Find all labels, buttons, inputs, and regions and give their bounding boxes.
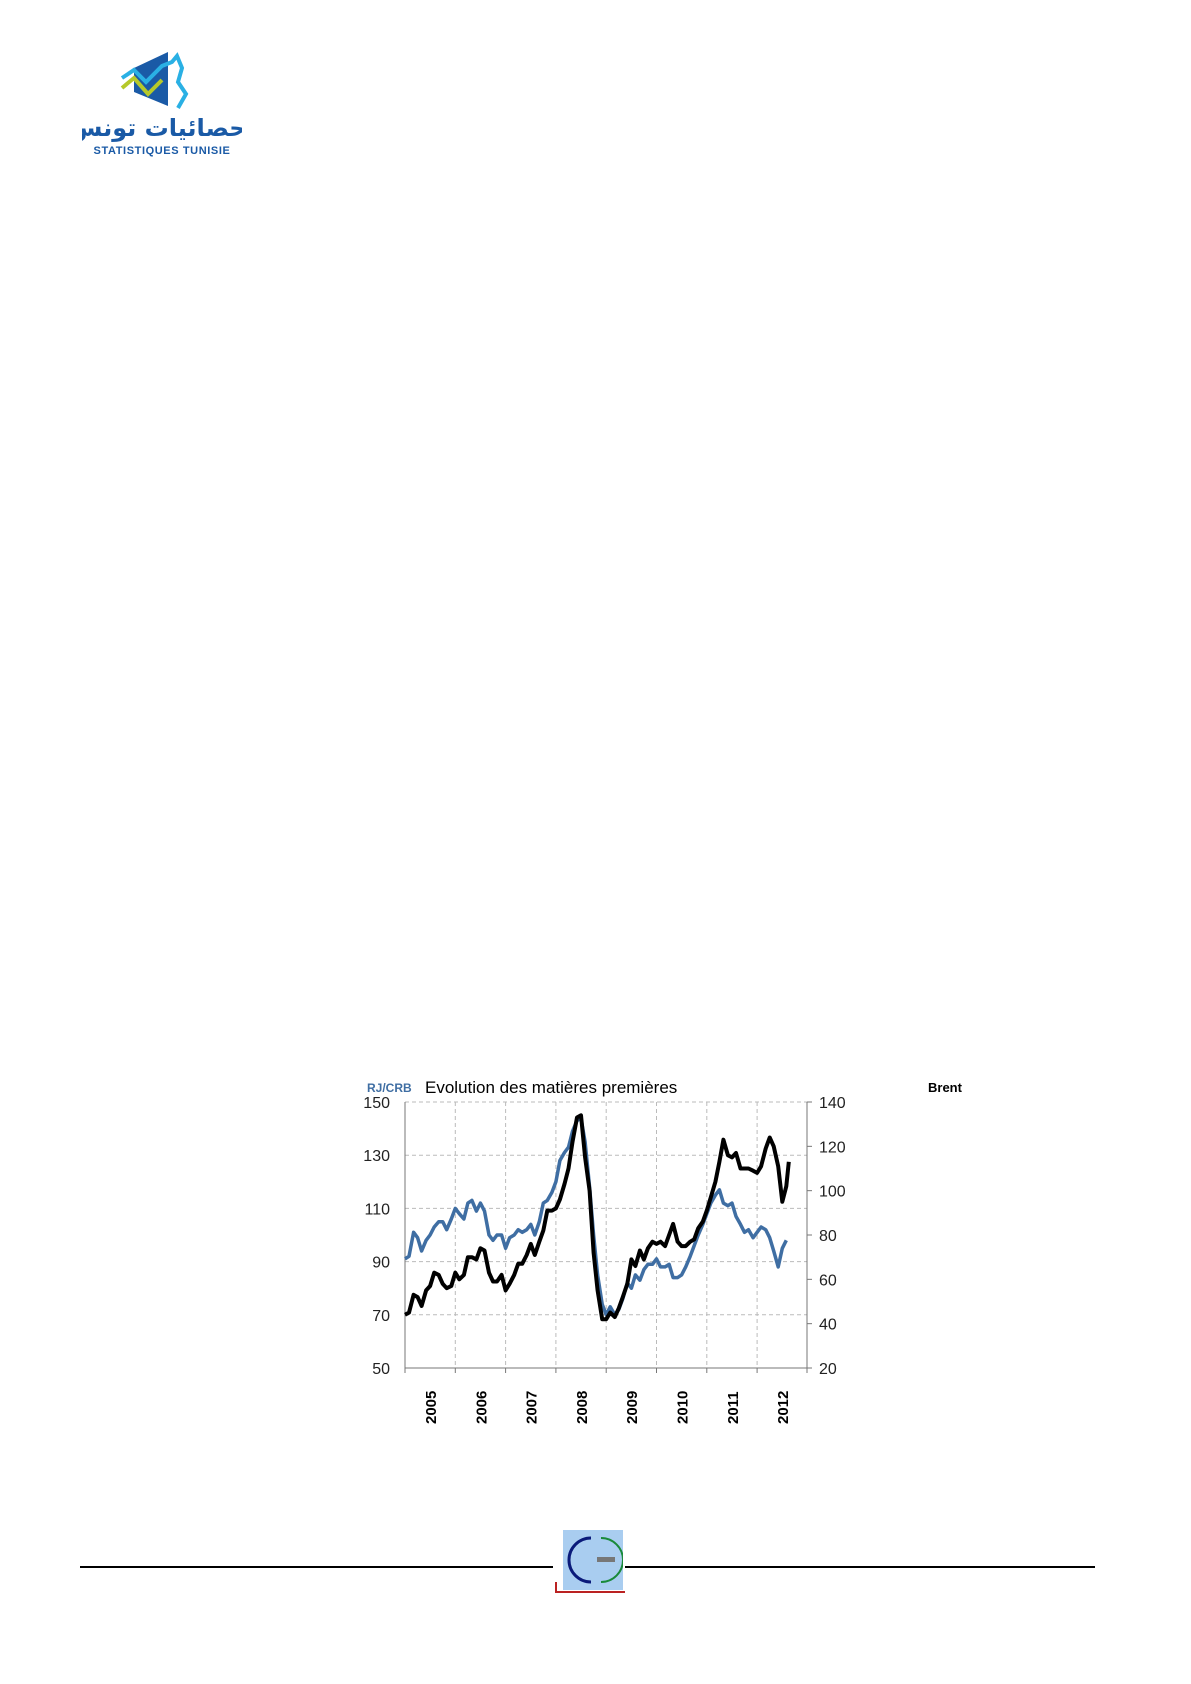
logo-text-ar: إحصائيات تونس xyxy=(82,114,242,142)
x-tick-label: 2008 xyxy=(574,1391,591,1424)
left-tick-label: 130 xyxy=(363,1148,390,1165)
left-tick-label: 90 xyxy=(372,1255,390,1272)
logo-text-fr: STATISTIQUES TUNISIE xyxy=(94,145,231,157)
x-tick-label: 2006 xyxy=(473,1391,490,1424)
footer-rule-left xyxy=(80,1566,553,1568)
x-tick-label: 2007 xyxy=(524,1391,541,1424)
statistiques-tunisie-logo: إحصائيات تونس STATISTIQUES TUNISIE xyxy=(69,48,255,163)
right-tick-label: 60 xyxy=(819,1272,837,1289)
left-axis-label: RJ/CRB xyxy=(367,1081,412,1095)
left-tick-label: 50 xyxy=(372,1361,390,1378)
x-tick-label: 2012 xyxy=(775,1391,792,1424)
left-tick-label: 110 xyxy=(364,1201,390,1218)
x-tick-label: 2011 xyxy=(725,1391,742,1424)
chart-grid xyxy=(405,1101,807,1368)
right-tick-label: 40 xyxy=(819,1317,837,1334)
chart-axes xyxy=(404,1101,812,1373)
x-tick-label: 2005 xyxy=(423,1391,440,1424)
series-line-brent xyxy=(404,1113,791,1322)
chart-labels: 50 70 90 110 130 150 20 40 60 80 100 120 140 2005 2006… xyxy=(363,1095,846,1424)
x-tick-label: 2009 xyxy=(624,1391,641,1424)
footer-rule-right xyxy=(625,1566,1095,1568)
chart-series xyxy=(404,1113,791,1322)
right-tick-label: 120 xyxy=(819,1139,846,1156)
left-tick-label: 70 xyxy=(372,1308,390,1325)
right-tick-label: 100 xyxy=(819,1184,846,1201)
footer-logo-icon xyxy=(563,1530,624,1590)
left-tick-label: 150 xyxy=(363,1095,390,1112)
right-tick-label: 80 xyxy=(819,1228,837,1245)
right-tick-label: 20 xyxy=(819,1361,837,1378)
right-axis-label: Brent xyxy=(928,1080,963,1095)
chart-title: Evolution des matières premières xyxy=(425,1078,677,1097)
right-tick-label: 140 xyxy=(819,1095,846,1112)
footer-red-bracket xyxy=(555,1582,625,1593)
x-tick-label: 2010 xyxy=(675,1391,692,1424)
